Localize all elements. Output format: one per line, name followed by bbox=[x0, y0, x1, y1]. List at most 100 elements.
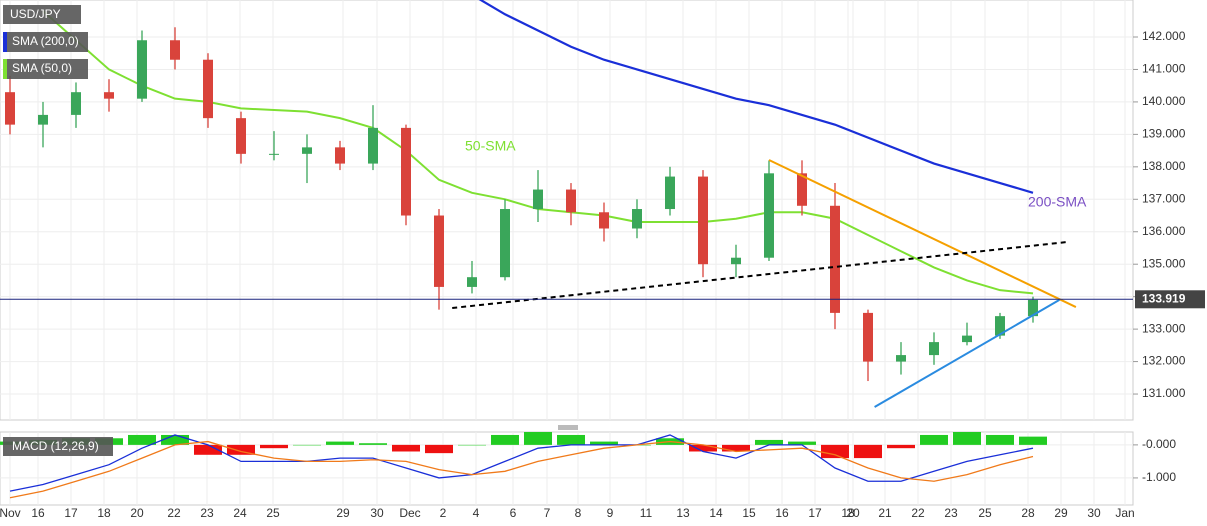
y-tick-label: 135.000 bbox=[1142, 256, 1186, 270]
trend-line bbox=[874, 299, 1060, 408]
y-tick-label: 133.000 bbox=[1142, 321, 1186, 335]
legend-box bbox=[3, 59, 88, 79]
legend-label: SMA (50,0) bbox=[12, 61, 72, 75]
y-tick-label: 138.000 bbox=[1142, 159, 1186, 173]
macd-histogram-bar bbox=[788, 441, 816, 445]
candle-body bbox=[896, 355, 906, 362]
macd-histogram-bar bbox=[590, 441, 618, 445]
x-tick-label: 21 bbox=[878, 506, 892, 520]
macd-histogram-bar bbox=[1019, 436, 1047, 445]
candle-body bbox=[104, 92, 114, 99]
candle-body bbox=[566, 189, 576, 213]
annotation: 50-SMA bbox=[465, 138, 516, 154]
x-tick-label: 16 bbox=[775, 506, 789, 520]
candle-body bbox=[599, 212, 609, 229]
macd-histogram-bar bbox=[359, 443, 387, 445]
legend-box bbox=[3, 32, 88, 52]
panel-splitter[interactable] bbox=[558, 425, 578, 430]
x-tick-label: 22 bbox=[911, 506, 925, 520]
candle-body bbox=[368, 127, 378, 164]
x-tick-label: 20 bbox=[130, 506, 144, 520]
x-tick-label: Nov bbox=[0, 506, 21, 520]
x-tick-label: 30 bbox=[1087, 506, 1101, 520]
macd-histogram-bar bbox=[986, 434, 1014, 445]
x-tick-label: 14 bbox=[709, 506, 723, 520]
macd-histogram-bar bbox=[326, 441, 354, 445]
x-tick-label: 2 bbox=[440, 506, 447, 520]
x-tick-label: 23 bbox=[944, 506, 958, 520]
x-tick-label: 28 bbox=[1021, 506, 1035, 520]
x-tick-label: 25 bbox=[978, 506, 992, 520]
x-tick-label: 17 bbox=[64, 506, 78, 520]
candle-body bbox=[962, 335, 972, 343]
macd-histogram-bar bbox=[425, 444, 453, 454]
last-price-tag bbox=[1135, 290, 1205, 309]
x-tick-label: 24 bbox=[233, 506, 247, 520]
x-tick-label: 18 bbox=[97, 506, 111, 520]
x-tick-label: 29 bbox=[1054, 506, 1068, 520]
x-tick-label: 16 bbox=[31, 506, 45, 520]
macd-histogram-bar bbox=[128, 434, 156, 445]
legend-box bbox=[3, 437, 113, 456]
x-tick-label: 17 bbox=[808, 506, 822, 520]
macd-histogram-bar bbox=[854, 444, 882, 459]
legend-swatch bbox=[3, 59, 7, 79]
candle-body bbox=[137, 40, 147, 99]
macd-histogram-bar bbox=[293, 444, 321, 446]
candle-body bbox=[71, 92, 81, 115]
candle-body bbox=[170, 40, 180, 60]
candle-body bbox=[335, 147, 345, 164]
candle-body bbox=[731, 257, 741, 265]
y-tick-label: -0.000 bbox=[1142, 437, 1176, 451]
candle-body bbox=[665, 176, 675, 210]
macd-histogram-bar bbox=[194, 444, 222, 455]
x-tick-label: 9 bbox=[607, 506, 614, 520]
legend-swatch bbox=[3, 32, 7, 52]
x-tick-label: 7 bbox=[544, 506, 551, 520]
macd-histogram-bar bbox=[689, 444, 717, 452]
macd-histogram-bar bbox=[458, 444, 486, 446]
candle-body bbox=[698, 176, 708, 265]
y-tick-label: -1.000 bbox=[1142, 470, 1176, 484]
trend-line bbox=[768, 159, 1077, 308]
x-tick-label: 25 bbox=[266, 506, 280, 520]
macd-histogram-bar bbox=[227, 444, 255, 455]
macd-histogram-bar bbox=[161, 434, 189, 445]
x-tick-label: Jan bbox=[1115, 506, 1134, 520]
x-tick-label: 22 bbox=[167, 506, 181, 520]
sma200-line bbox=[478, 0, 1034, 194]
x-tick-label: 18 bbox=[841, 506, 855, 520]
macd-histogram-bar bbox=[392, 444, 420, 452]
x-tick-label: 4 bbox=[473, 506, 480, 520]
candle-body bbox=[236, 118, 246, 154]
legend-box bbox=[3, 5, 81, 24]
legend-title: MACD (12,26,9) bbox=[12, 439, 99, 453]
annotation: 200-SMA bbox=[1028, 194, 1087, 210]
macd-histogram-bar bbox=[722, 444, 750, 452]
candle-body bbox=[38, 114, 48, 125]
x-tick-label: 30 bbox=[370, 506, 384, 520]
macd-histogram-bar bbox=[524, 432, 552, 445]
macd-histogram-bar bbox=[557, 434, 585, 445]
x-tick-label: 6 bbox=[510, 506, 517, 520]
candle-body bbox=[929, 342, 939, 356]
candle-body bbox=[401, 127, 411, 216]
x-tick-label: 29 bbox=[336, 506, 350, 520]
candle-body bbox=[467, 277, 477, 287]
candle-body bbox=[5, 92, 15, 125]
candle-body bbox=[302, 147, 312, 154]
macd-histogram-bar bbox=[491, 434, 519, 445]
y-tick-label: 141.000 bbox=[1142, 62, 1186, 76]
candle-body bbox=[533, 189, 543, 210]
candle-body bbox=[632, 209, 642, 229]
macd-histogram-bar bbox=[821, 444, 849, 459]
y-tick-label: 137.000 bbox=[1142, 191, 1186, 205]
x-tick-label: 11 bbox=[640, 506, 653, 520]
macd-histogram-bar bbox=[920, 434, 948, 445]
candle-body bbox=[797, 173, 807, 206]
macd-histogram-bar bbox=[260, 444, 288, 449]
macd-histogram-bar bbox=[953, 432, 981, 445]
last-price-label: 133.919 bbox=[1142, 291, 1186, 305]
x-tick-label: 20 bbox=[846, 506, 860, 520]
